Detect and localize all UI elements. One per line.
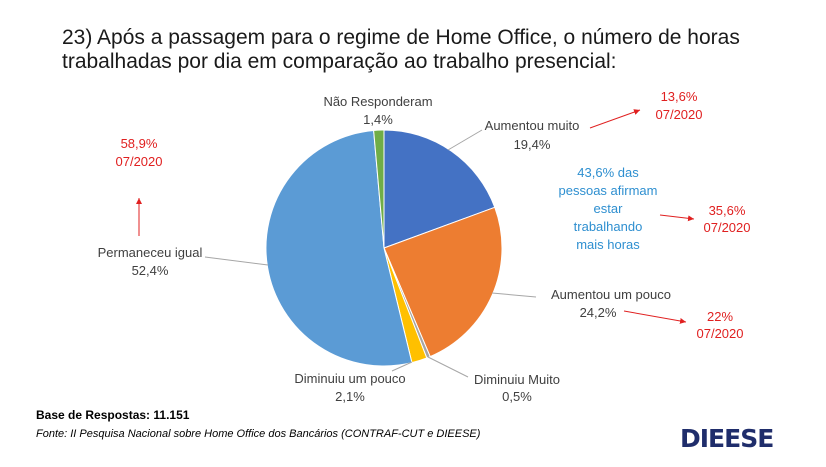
label-permaneceu-name: Permaneceu igual xyxy=(98,245,203,260)
comparison-mais-horas-arrow xyxy=(659,214,695,222)
comparison-aumentou-pouco-arrow xyxy=(623,310,687,324)
leader-line-aumentou-muito xyxy=(447,129,483,151)
source-note: Fonte: II Pesquisa Nacional sobre Home O… xyxy=(36,428,481,440)
comparison-mais-horas-period: 07/2020 xyxy=(704,220,751,235)
comparison-mais-horas-value: 35,6% xyxy=(709,203,746,218)
label-diminuiu-muito-name: Diminuiu Muito xyxy=(474,372,560,387)
pie-slices xyxy=(265,129,503,367)
comparison-aumentou-muito-period: 07/2020 xyxy=(656,107,703,122)
note-line-1: 43,6% das xyxy=(577,165,639,180)
pie-slice-aumentou-muito xyxy=(383,129,496,249)
comparison-aumentou-pouco-period: 07/2020 xyxy=(697,326,744,341)
pie-slice-aumentou-um-pouco xyxy=(383,206,503,358)
label-diminuiu-muito-value: 0,5% xyxy=(502,389,532,404)
dieese-logo: DIEESE xyxy=(680,424,774,453)
label-permaneceu-value: 52,4% xyxy=(132,263,169,278)
leader-lines xyxy=(204,129,537,378)
label-diminuiu-pouco-name: Diminuiu um pouco xyxy=(294,371,405,386)
note-line-2: pessoas afirmam xyxy=(559,183,658,198)
pie-slice-nao-responderam xyxy=(373,129,385,249)
leader-line-diminuiu-pouco xyxy=(391,361,413,372)
chart-title-line2: trabalhadas por dia em comparação ao tra… xyxy=(62,50,617,73)
chart-title: 23) Após a passagem para o regime de Hom… xyxy=(62,26,802,74)
note-line-4: trabalhando xyxy=(574,219,643,234)
comparison-aumentou-muito-value: 13,6% xyxy=(661,89,698,104)
comparison-permaneceu-value: 58,9% xyxy=(121,136,158,151)
leader-line-diminuiu-muito xyxy=(427,356,469,378)
comparison-aumentou-muito-arrow xyxy=(589,109,641,129)
comparison-permaneceu-period: 07/2020 xyxy=(116,154,163,169)
pie-slice-permaneceu-igual xyxy=(265,129,413,367)
note-line-3: estar xyxy=(594,201,624,216)
label-aumentou-pouco-value: 24,2% xyxy=(580,305,617,320)
label-aumentou-pouco-name: Aumentou um pouco xyxy=(551,287,671,302)
chart-title-line1: 23) Após a passagem para o regime de Hom… xyxy=(62,26,740,49)
label-nao-responderam-name: Não Responderam xyxy=(323,94,432,109)
note-line-5: mais horas xyxy=(576,237,640,252)
dieese-logo-text: DIEESE xyxy=(680,424,774,453)
label-diminuiu-pouco-value: 2,1% xyxy=(335,389,365,404)
response-base: Base de Respostas: 11.151 xyxy=(36,408,190,422)
label-nao-responderam-value: 1,4% xyxy=(363,112,393,127)
label-aumentou-muito-value: 19,4% xyxy=(514,137,551,152)
leader-line-aumentou-pouco xyxy=(491,292,537,298)
label-aumentou-muito-name: Aumentou muito xyxy=(485,118,580,133)
leader-line-permaneceu xyxy=(204,256,269,266)
comparison-aumentou-pouco-value: 22% xyxy=(707,309,733,324)
